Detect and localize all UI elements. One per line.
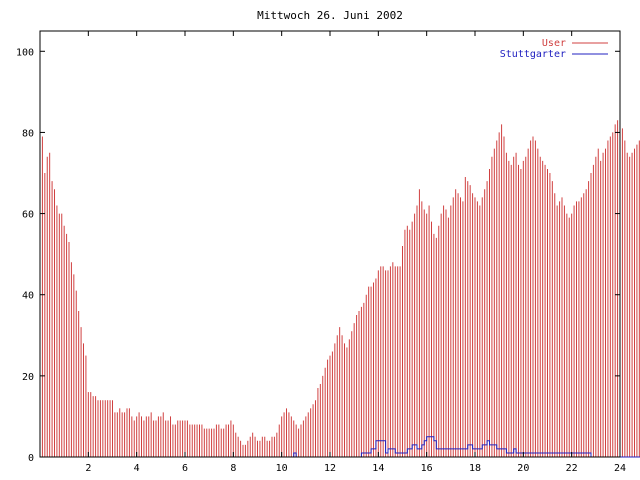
x-tick-label: 14 bbox=[372, 463, 384, 474]
x-tick-label: 12 bbox=[324, 463, 336, 474]
x-tick-label: 10 bbox=[276, 463, 288, 474]
user-series bbox=[39, 120, 640, 457]
y-tick-label: 20 bbox=[22, 372, 34, 383]
y-tick-label: 60 bbox=[22, 210, 34, 221]
x-tick-label: 8 bbox=[230, 463, 236, 474]
x-tick-label: 6 bbox=[182, 463, 188, 474]
y-tick-label: 0 bbox=[28, 453, 34, 464]
legend-stuttgarter-label: Stuttgarter bbox=[500, 49, 566, 60]
x-tick-label: 2 bbox=[85, 463, 91, 474]
y-tick-label: 40 bbox=[22, 291, 34, 302]
y-tick-label: 80 bbox=[22, 128, 34, 139]
x-tick-label: 20 bbox=[517, 463, 529, 474]
legend: User Stuttgarter bbox=[500, 38, 608, 60]
x-tick-label: 24 bbox=[614, 463, 626, 474]
legend-user-label: User bbox=[542, 38, 566, 49]
x-tick-label: 16 bbox=[421, 463, 433, 474]
chart-title: Mittwoch 26. Juni 2002 bbox=[257, 9, 403, 22]
x-tick-label: 4 bbox=[134, 463, 140, 474]
x-tick-label: 18 bbox=[469, 463, 481, 474]
x-tick-label: 22 bbox=[566, 463, 578, 474]
y-tick-label: 100 bbox=[16, 47, 34, 58]
